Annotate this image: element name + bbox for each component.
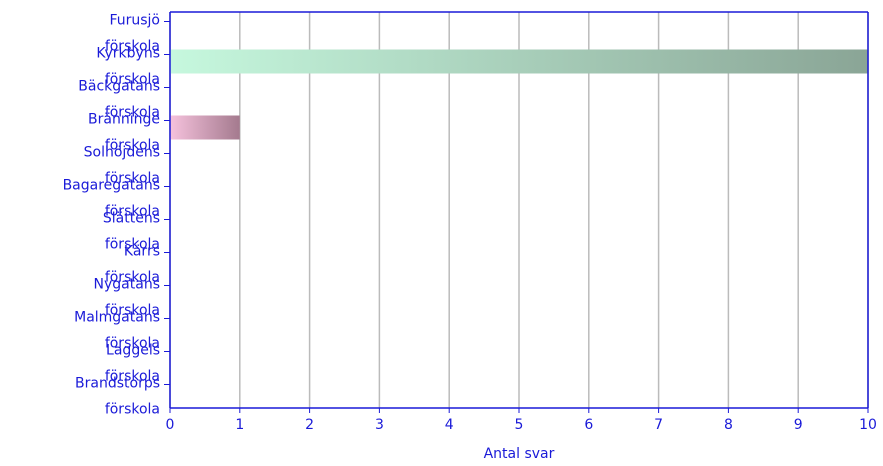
x-tick-label: 1 xyxy=(235,417,244,433)
y-tick-label: Brandstorps förskola xyxy=(75,376,160,418)
y-tick-label: Furusjö förskola xyxy=(105,13,160,55)
y-tick-label: Slättens förskola xyxy=(103,211,160,253)
y-tick-label: Kyrkbyns förskola xyxy=(96,46,160,88)
y-tick-label: Malmgatans förskola xyxy=(74,310,160,352)
x-tick-label: 2 xyxy=(305,417,314,433)
x-tick-label: 3 xyxy=(375,417,384,433)
y-tick-label: Bagaregatans förskola xyxy=(63,178,160,220)
x-tick-label: 6 xyxy=(584,417,593,433)
x-tick-label: 9 xyxy=(794,417,803,433)
x-tick-label: 5 xyxy=(515,417,524,433)
x-tick-label: 8 xyxy=(724,417,733,433)
x-axis-label: Antal svar xyxy=(484,446,555,462)
y-tick-label: Laggels förskola xyxy=(105,343,160,385)
bar xyxy=(170,49,868,74)
y-tick-label: Bäckgatans förskola xyxy=(78,79,160,121)
x-tick-label: 4 xyxy=(445,417,454,433)
y-tick-label: Kärrs förskola xyxy=(105,244,160,286)
x-tick-label: 10 xyxy=(859,417,877,433)
bar xyxy=(170,115,240,140)
x-tick-label: 0 xyxy=(166,417,175,433)
x-tick-label: 7 xyxy=(654,417,663,433)
y-tick-label: Bränninge förskola xyxy=(88,112,160,154)
y-tick-label: Solhöjdens förskola xyxy=(84,145,160,187)
y-tick-label: Nygatans förskola xyxy=(94,277,160,319)
